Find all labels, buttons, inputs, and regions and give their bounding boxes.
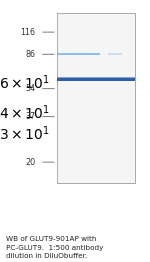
Text: 54: 54 xyxy=(25,84,35,93)
Text: 20: 20 xyxy=(25,158,35,167)
Text: 116: 116 xyxy=(20,28,35,37)
Text: 86: 86 xyxy=(25,50,35,59)
Text: WB of GLUT9-901AP with
PC-GLUT9.  1:500 antibody
dilution in DiluObuffer.: WB of GLUT9-901AP with PC-GLUT9. 1:500 a… xyxy=(6,236,103,259)
Text: 37: 37 xyxy=(25,112,35,121)
